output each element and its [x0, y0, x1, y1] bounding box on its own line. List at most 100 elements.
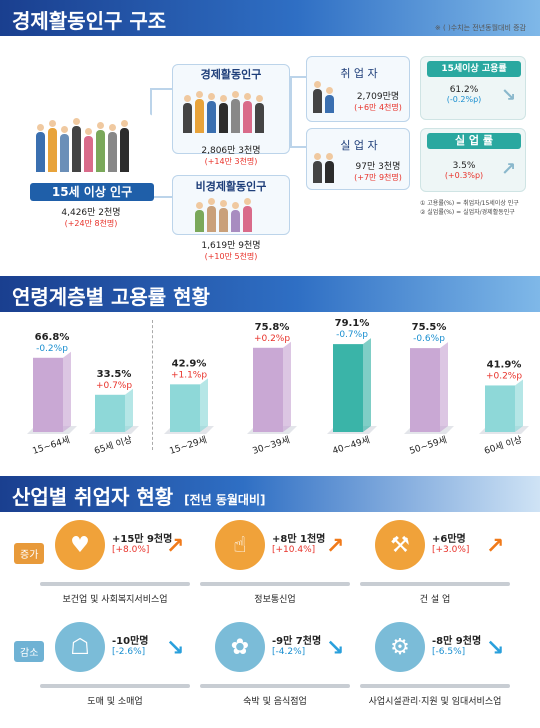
up-arrow-icon: ↗	[326, 534, 345, 559]
section2-banner: 연령계층별 고용률 현황	[0, 276, 540, 312]
bar-3	[253, 347, 283, 432]
pop15-stat: 4,426만 2천명 (+24만 8천명)	[28, 205, 154, 229]
bar-1	[95, 394, 125, 432]
pop15-value: 4,426만 2천명	[61, 208, 121, 218]
formula-unemployment-rate: ② 실업률(%) = 실업자/경제활동인구	[420, 209, 515, 216]
active-change: (+14만 3천명)	[204, 157, 258, 166]
up-arrow-icon: ↗	[166, 534, 185, 559]
bar-value-label: 75.5%	[412, 322, 447, 333]
unemp-rate-box: 실 업 률 3.5% (+0.3%p) ↗	[420, 128, 526, 192]
unemployed-value: 97만 3천명	[355, 162, 401, 172]
unemployed-label: 실 업 자	[340, 139, 378, 152]
bar-change-label: +1.1%p	[171, 370, 207, 380]
bar-change-label: +0.7%p	[96, 381, 132, 391]
jobseekers-illustration	[313, 153, 334, 183]
facility-tools-icon: ⚙	[375, 622, 425, 672]
industry-percent: [+10.4%]	[272, 545, 316, 555]
population-illustration	[36, 118, 129, 172]
industry-name: 도매 및 소매업	[87, 697, 143, 707]
industry-underline	[200, 582, 350, 586]
active-label: 경제활동인구	[200, 68, 262, 81]
decrease-tag: 감소	[14, 641, 45, 662]
bar-5	[410, 348, 440, 432]
pop15-label: 15세 이상 인구	[30, 183, 154, 201]
inactive-box: 비경제활동인구	[172, 175, 290, 235]
section1-title: 경제활동인구 구조	[12, 9, 167, 33]
industry-underline	[200, 684, 350, 688]
industry-percent: [+8.0%]	[112, 545, 150, 555]
emp-rate-label: 15세이상 고용률	[427, 61, 521, 77]
unemployed-change: (+7만 9천명)	[354, 173, 402, 182]
down-arrow-icon: ↘	[501, 85, 517, 106]
industry-name: 사업시설관리·지원 및 임대서비스업	[368, 697, 502, 707]
unemp-rate-label: 실 업 률	[427, 133, 521, 149]
bar-side-1	[125, 388, 133, 432]
chart-divider	[152, 320, 153, 450]
up-arrow-icon: ↗	[486, 534, 505, 559]
connector-right	[290, 76, 308, 148]
hotel-service-icon: ✿	[215, 622, 265, 672]
emp-rate-change: (-0.2%p)	[446, 95, 482, 104]
bar-side-0	[63, 351, 71, 432]
bar-2	[170, 384, 200, 432]
pop15-change: (+24만 8천명)	[64, 219, 118, 228]
down-arrow-icon: ↘	[326, 636, 345, 661]
industry-underline	[360, 582, 510, 586]
industry-percent: [-6.5%]	[432, 647, 466, 657]
section3-title: 산업별 취업자 현황	[12, 485, 174, 509]
section1-banner: 경제활동인구 구조	[0, 0, 540, 36]
industry-percent: [-4.2%]	[272, 647, 306, 657]
inactive-stat: 1,619만 9천명 (+10만 5천명)	[172, 238, 290, 262]
increase-tag: 증가	[14, 543, 45, 564]
bar-side-2	[200, 378, 208, 432]
unemp-rate-stat: 3.5% (+0.3%p)	[429, 161, 499, 180]
bar-value-label: 41.9%	[487, 359, 522, 370]
industry-value: +8만 1천명	[272, 534, 326, 545]
employed-stat: 2,709만명 (+6만 4천명)	[347, 89, 409, 113]
up-arrow-icon: ↗	[501, 159, 517, 180]
bar-category-label: 60세 이상	[483, 434, 524, 457]
unemp-rate-value: 3.5%	[452, 161, 476, 171]
inactive-change: (+10만 5천명)	[204, 252, 258, 261]
bar-change-label: -0.2%p	[36, 344, 68, 354]
bar-value-label: 33.5%	[97, 369, 132, 380]
bar-4	[333, 344, 363, 432]
bar-value-label: 66.8%	[35, 332, 70, 343]
active-stat: 2,806만 3천명 (+14만 3천명)	[172, 143, 290, 167]
inactive-label: 비경제활동인구	[195, 180, 267, 193]
bar-change-label: +0.2%p	[486, 371, 522, 381]
active-value: 2,806만 3천명	[201, 146, 261, 156]
industry-value: -9만 7천명	[272, 636, 322, 647]
touch-device-icon: ☝	[215, 520, 265, 570]
bar-side-3	[283, 341, 291, 432]
bar-side-6	[515, 379, 523, 432]
bar-category-label: 15~64세	[31, 434, 71, 456]
employed-change: (+6만 4천명)	[354, 103, 402, 112]
down-arrow-icon: ↘	[486, 636, 505, 661]
heart-care-icon: ♥	[55, 520, 105, 570]
bar-category-label: 65세 이상	[93, 434, 134, 457]
formula-employment-rate: ① 고용률(%) = 취업자/15세이상 인구	[420, 200, 519, 207]
industry-name: 보건업 및 사회복지서비스업	[62, 595, 168, 605]
industry-underline	[40, 582, 190, 586]
office-worker-illustration	[313, 81, 334, 113]
inactive-value: 1,619만 9천명	[201, 241, 261, 251]
workers-illustration	[183, 91, 264, 133]
emp-rate-box: 15세이상 고용률 61.2% (-0.2%p) ↘	[420, 56, 526, 120]
industry-name: 숙박 및 음식점업	[243, 697, 307, 707]
bar-side-4	[363, 338, 371, 432]
sale-tag-icon: ☖	[55, 622, 105, 672]
bar-0	[33, 357, 63, 432]
inactive-illustration	[195, 198, 252, 232]
section3-subtitle: [전년 동월대비]	[184, 493, 266, 507]
industry-underline	[360, 684, 510, 688]
bar-change-label: -0.7%p	[336, 330, 368, 340]
industry-percent: [+3.0%]	[432, 545, 470, 555]
crane-icon: ⚒	[375, 520, 425, 570]
emp-rate-value: 61.2%	[449, 85, 479, 95]
bar-change-label: +0.2%p	[254, 334, 290, 344]
industry-underline	[40, 684, 190, 688]
industry-percent: [-2.6%]	[112, 647, 146, 657]
bar-change-label: -0.6%p	[413, 334, 445, 344]
